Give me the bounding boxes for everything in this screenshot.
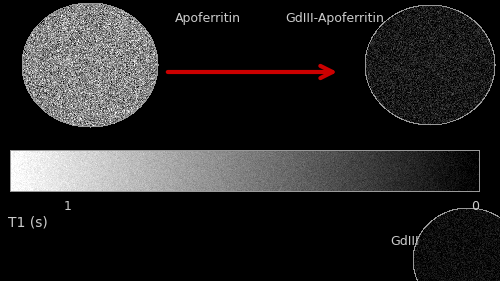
Text: Apoferritin: Apoferritin <box>175 12 241 25</box>
Text: GdIII-Apoferritin: GdIII-Apoferritin <box>285 12 384 25</box>
Text: GdIII: GdIII <box>390 235 418 248</box>
Text: 0: 0 <box>471 200 479 213</box>
Text: T1 (s): T1 (s) <box>8 215 48 229</box>
Text: 1: 1 <box>64 200 72 213</box>
